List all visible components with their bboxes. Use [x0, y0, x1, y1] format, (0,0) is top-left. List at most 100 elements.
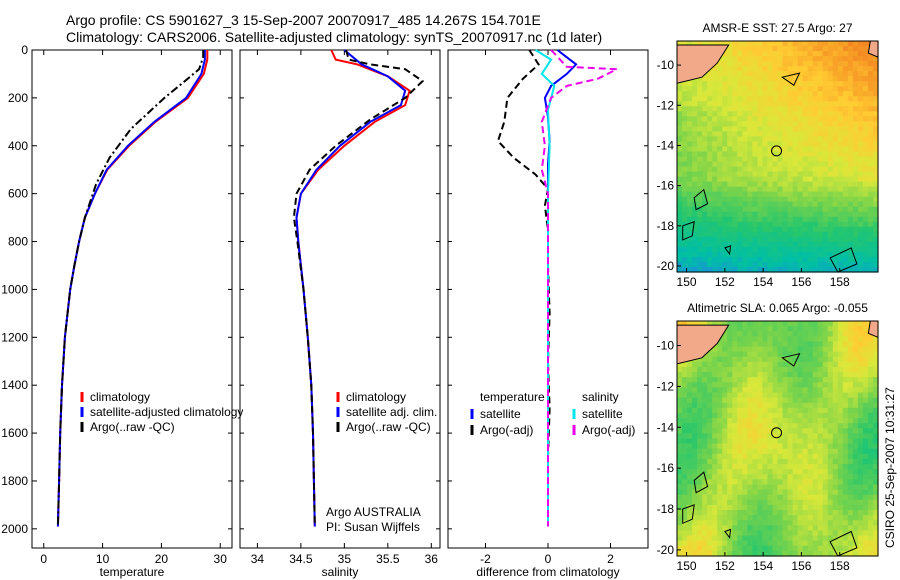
- sla_map-cell: [842, 412, 849, 419]
- sla_map-cell: [762, 433, 769, 440]
- sla_map-cell: [702, 535, 708, 542]
- sla_map-cell: [712, 372, 718, 378]
- sst_map-cell: [792, 56, 799, 62]
- sst_map-cell: [802, 91, 809, 97]
- sla_map-cell: [827, 453, 834, 460]
- sst_map-cell: [867, 141, 874, 148]
- sla_map-cell: [777, 331, 784, 337]
- sla_map-cell: [692, 499, 698, 506]
- sla_map-cell: [767, 545, 774, 552]
- sst_map-cell: [707, 191, 713, 198]
- sla_map-cell: [852, 530, 859, 537]
- sla_map-cell: [737, 469, 743, 475]
- sst_map-cell: [872, 266, 879, 273]
- sla_map-cell: [842, 545, 849, 552]
- sla_map-cell: [717, 351, 723, 358]
- sla_map-cell: [797, 407, 804, 414]
- sla_map-cell: [812, 397, 819, 404]
- sst_map-cell: [717, 136, 723, 143]
- sla_map-cell: [747, 377, 753, 383]
- sst_map-cell: [692, 96, 698, 102]
- sst_map-cell: [767, 211, 774, 218]
- sla_map-cell: [842, 520, 849, 526]
- sla_map-cell: [847, 469, 854, 475]
- sst_map-cell: [792, 191, 799, 198]
- sst_map-cell: [852, 236, 859, 243]
- sst_map-cell: [762, 156, 769, 163]
- temperature-legend-entry: satellite-adjusted climatology: [90, 405, 243, 419]
- sla_map-cell: [757, 469, 764, 475]
- sla_map-cell: [792, 535, 799, 542]
- sla_map-cell: [692, 458, 698, 465]
- sst_map-cell: [812, 76, 819, 82]
- sla_map-cell: [777, 535, 784, 542]
- sst_map-cell: [682, 251, 688, 258]
- sst_map-cell: [692, 231, 698, 238]
- sla_map-cell: [827, 489, 834, 496]
- sla_map-cell: [757, 361, 764, 368]
- sst_map-cell: [777, 106, 784, 112]
- sla_map-cell: [767, 361, 774, 368]
- sst_map-cell: [787, 111, 794, 117]
- sst_map-cell: [692, 181, 698, 188]
- sla_map-cell: [862, 366, 869, 373]
- sla_map-cell: [717, 458, 723, 465]
- sla_map-cell: [712, 520, 718, 526]
- sst_map-cell: [862, 86, 869, 92]
- sst_map-cell: [757, 191, 764, 198]
- sla_map-cell: [782, 382, 789, 389]
- sst_map-cell: [757, 106, 764, 112]
- sla_map-cell: [702, 525, 708, 532]
- sst_map-cell: [837, 101, 844, 107]
- sla_map-cell: [682, 433, 688, 440]
- sla_map-cell: [822, 540, 829, 547]
- sla_map-cell: [687, 550, 693, 557]
- sst_map-cell: [727, 161, 733, 168]
- sst_map-cell: [757, 91, 764, 97]
- sst_map-cell: [697, 221, 703, 228]
- sst_map-cell: [817, 106, 824, 112]
- sla_map-cell: [727, 412, 733, 419]
- sla_map-cell: [722, 356, 728, 363]
- sst_map-cell: [867, 61, 874, 67]
- sla_map-cell: [732, 530, 738, 537]
- sst_map-cell: [737, 91, 743, 97]
- sla_map-cell: [692, 372, 698, 378]
- sla_map-cell: [787, 489, 794, 496]
- sst_map-cell: [802, 216, 809, 223]
- sst_map-cell: [837, 136, 844, 143]
- sla_map-cell: [787, 326, 794, 332]
- sst_map-cell: [782, 106, 789, 112]
- sla_map-cell: [817, 484, 824, 491]
- sla_map-cell: [832, 530, 839, 537]
- sla_map-cell: [842, 423, 849, 429]
- sst_map-cell: [747, 46, 753, 52]
- sla_map-cell: [847, 520, 854, 526]
- sla_map-cell: [727, 443, 733, 450]
- sst_map-cell: [737, 231, 743, 238]
- sla_map-cell: [717, 387, 723, 394]
- sla_map-cell: [832, 397, 839, 404]
- sla_map-cell: [732, 428, 738, 434]
- sst_map-cell: [702, 136, 708, 143]
- header-line-2: Climatology: CARS2006. Satellite-adjuste…: [66, 29, 602, 45]
- sla_map-cell: [812, 346, 819, 353]
- sla_map-cell: [687, 433, 693, 440]
- sst_map-cell: [852, 156, 859, 163]
- sst_map-cell: [732, 96, 738, 102]
- sla_map-cell: [777, 326, 784, 332]
- sla_map-cell: [727, 489, 733, 496]
- sla_map-cell: [752, 392, 759, 399]
- salinity-legend-entry: satellite adj. clim.: [346, 405, 437, 419]
- sla_map-cell: [817, 494, 824, 501]
- sst_map-cell: [792, 176, 799, 183]
- sst_map-cell: [832, 216, 839, 223]
- sla_map-cell: [872, 545, 879, 552]
- sla_map-cell: [777, 392, 784, 399]
- sla_map-cell: [777, 520, 784, 526]
- sla_map-cell: [777, 423, 784, 429]
- sst_map-cell: [677, 81, 683, 87]
- sst_map-cell: [867, 171, 874, 178]
- sst_map-cell: [842, 236, 849, 243]
- sst_map-cell: [862, 136, 869, 143]
